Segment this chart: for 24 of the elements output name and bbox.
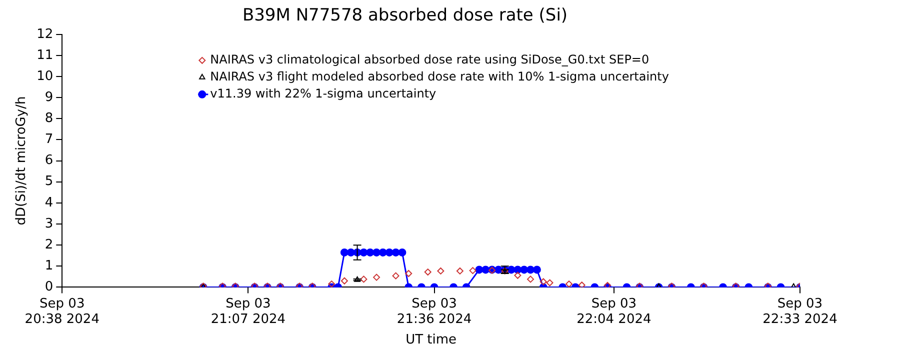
y-tick-label: 11 xyxy=(36,48,54,63)
y-axis-title: dD(Si)/dt microGy/h xyxy=(14,96,30,226)
x-tick-label: Sep 03 21:36 2024 xyxy=(396,296,472,327)
y-tick-label: 2 xyxy=(44,237,54,252)
x-tick-label: Sep 03 21:07 2024 xyxy=(210,296,286,327)
y-tick-label: 1 xyxy=(44,258,54,274)
y-tick-label: 8 xyxy=(44,111,54,126)
y-tick-label: 4 xyxy=(44,195,54,210)
y-tick-label: 12 xyxy=(36,26,54,42)
y-tick-label: 10 xyxy=(36,68,54,84)
chart-title: B39M N77578 absorbed dose rate (Si) xyxy=(242,6,568,26)
legend-label: NAIRAS v3 climatological absorbed dose rate using SiDose_G0.txt SEP=0 xyxy=(210,52,650,67)
legend-label: v11.39 with 22% 1-sigma uncertainty xyxy=(210,86,436,101)
y-tick-label: 6 xyxy=(44,153,54,168)
y-tick-label: 3 xyxy=(44,216,54,232)
y-tick-label: 7 xyxy=(44,132,54,148)
x-axis-title: UT time xyxy=(406,332,457,348)
y-tick-label: 0 xyxy=(44,280,54,295)
x-tick-label: Sep 03 22:04 2024 xyxy=(576,296,652,327)
legend-label: NAIRAS v3 flight modeled absorbed dose rate with 10% 1-sigma uncertainty xyxy=(210,70,669,84)
x-tick-label: Sep 03 22:33 2024 xyxy=(762,296,838,327)
y-tick-label: 5 xyxy=(44,174,54,190)
x-tick-label: Sep 03 20:38 2024 xyxy=(24,296,100,327)
y-tick-label: 9 xyxy=(44,90,54,105)
